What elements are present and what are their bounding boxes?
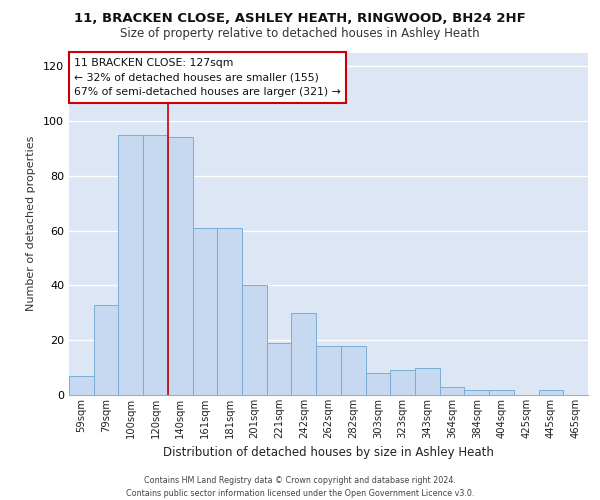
Bar: [341, 346, 365, 395]
Text: 11, BRACKEN CLOSE, ASHLEY HEATH, RINGWOOD, BH24 2HF: 11, BRACKEN CLOSE, ASHLEY HEATH, RINGWOO…: [74, 12, 526, 26]
Text: Size of property relative to detached houses in Ashley Heath: Size of property relative to detached ho…: [120, 28, 480, 40]
Bar: [390, 370, 415, 395]
Bar: [365, 373, 390, 395]
Bar: [217, 228, 242, 395]
Bar: [539, 390, 563, 395]
Bar: [168, 138, 193, 395]
Text: 11 BRACKEN CLOSE: 127sqm
← 32% of detached houses are smaller (155)
67% of semi-: 11 BRACKEN CLOSE: 127sqm ← 32% of detach…: [74, 58, 341, 97]
Bar: [415, 368, 440, 395]
Bar: [292, 313, 316, 395]
Bar: [69, 376, 94, 395]
Y-axis label: Number of detached properties: Number of detached properties: [26, 136, 36, 312]
Bar: [489, 390, 514, 395]
Bar: [94, 304, 118, 395]
Bar: [143, 134, 168, 395]
X-axis label: Distribution of detached houses by size in Ashley Heath: Distribution of detached houses by size …: [163, 446, 494, 460]
Text: Contains HM Land Registry data © Crown copyright and database right 2024.
Contai: Contains HM Land Registry data © Crown c…: [126, 476, 474, 498]
Bar: [267, 343, 292, 395]
Bar: [118, 134, 143, 395]
Bar: [464, 390, 489, 395]
Bar: [193, 228, 217, 395]
Bar: [440, 387, 464, 395]
Bar: [316, 346, 341, 395]
Bar: [242, 286, 267, 395]
